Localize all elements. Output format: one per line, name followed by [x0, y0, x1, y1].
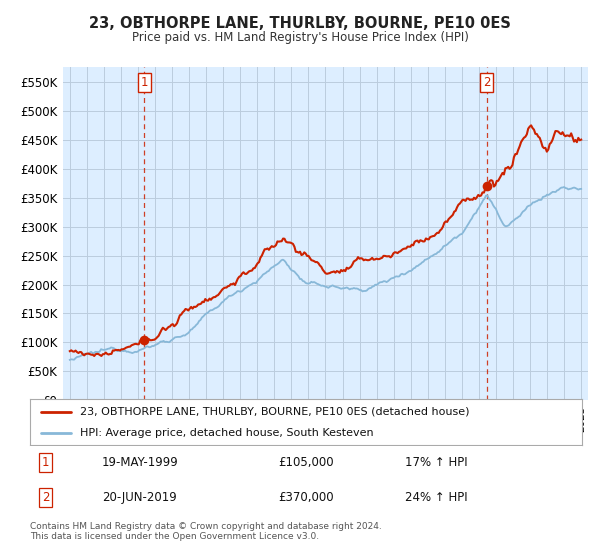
Text: 23, OBTHORPE LANE, THURLBY, BOURNE, PE10 0ES: 23, OBTHORPE LANE, THURLBY, BOURNE, PE10… [89, 16, 511, 31]
Text: Contains HM Land Registry data © Crown copyright and database right 2024.
This d: Contains HM Land Registry data © Crown c… [30, 522, 382, 542]
Text: £105,000: £105,000 [278, 456, 334, 469]
Text: Price paid vs. HM Land Registry's House Price Index (HPI): Price paid vs. HM Land Registry's House … [131, 31, 469, 44]
Text: 24% ↑ HPI: 24% ↑ HPI [406, 492, 468, 505]
Text: 23, OBTHORPE LANE, THURLBY, BOURNE, PE10 0ES (detached house): 23, OBTHORPE LANE, THURLBY, BOURNE, PE10… [80, 407, 469, 417]
Text: £370,000: £370,000 [278, 492, 334, 505]
Text: 19-MAY-1999: 19-MAY-1999 [102, 456, 179, 469]
Text: 20-JUN-2019: 20-JUN-2019 [102, 492, 176, 505]
Text: 1: 1 [141, 76, 148, 88]
Text: 17% ↑ HPI: 17% ↑ HPI [406, 456, 468, 469]
Text: 2: 2 [42, 492, 49, 505]
Text: 2: 2 [483, 76, 490, 88]
Text: HPI: Average price, detached house, South Kesteven: HPI: Average price, detached house, Sout… [80, 428, 373, 438]
Text: 1: 1 [42, 456, 49, 469]
